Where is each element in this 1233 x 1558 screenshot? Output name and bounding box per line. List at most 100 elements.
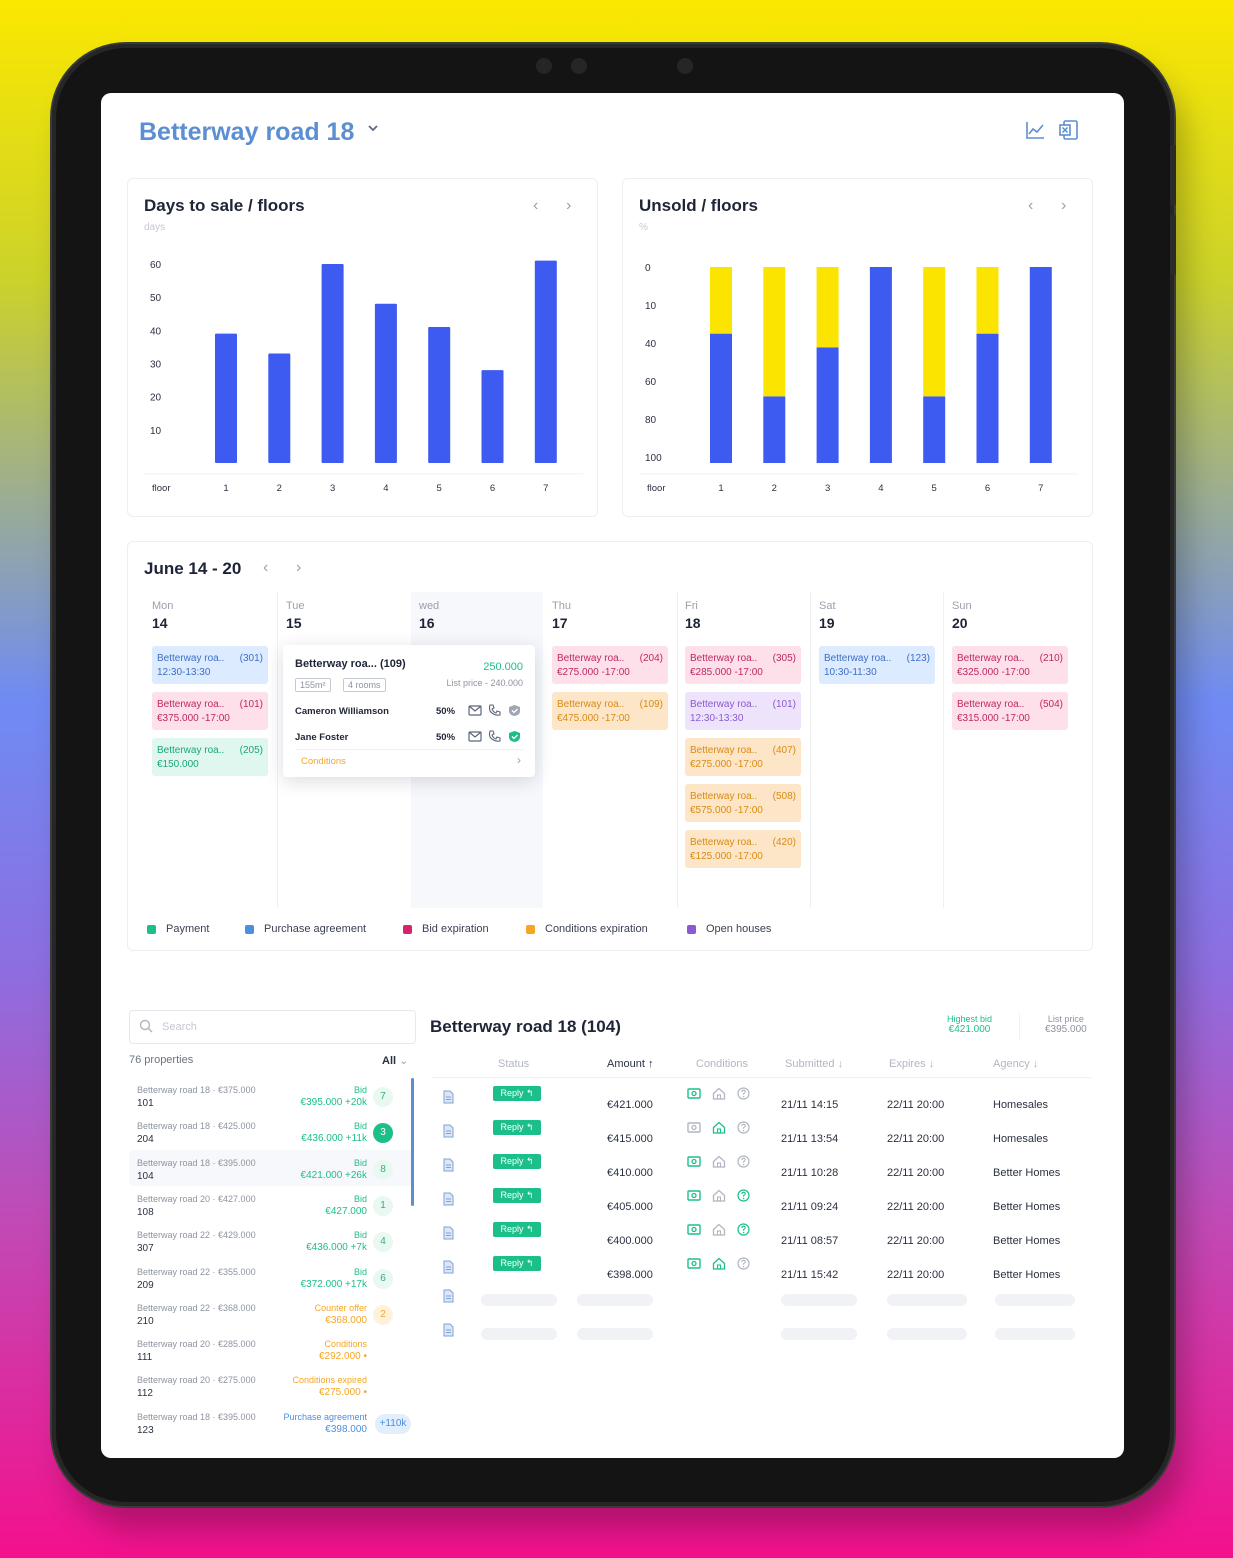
list-item[interactable]: Betterway road 18 · €395.000 123 Purchase … (129, 1410, 413, 1446)
legend-item[interactable]: Open houses (687, 923, 771, 935)
chart-icon[interactable] (1024, 119, 1046, 141)
reply-button[interactable]: Reply ↰ (493, 1120, 541, 1135)
calendar-event[interactable]: Betterway roa.. (204) €275.000 -17:00 (552, 646, 668, 684)
x-tick-label: 2 (277, 483, 282, 494)
mail-icon[interactable] (468, 731, 482, 742)
mail-icon[interactable] (468, 705, 482, 716)
legend-item[interactable]: Conditions expiration (526, 923, 648, 935)
bar-segment[interactable] (710, 333, 732, 463)
calendar-event[interactable]: Betterway roa.. (109) €475.000 -17:00 (552, 692, 668, 730)
calendar-event[interactable]: Betterway roa.. (407) €275.000 -17:00 (685, 738, 801, 776)
x-tick-label: 3 (330, 483, 335, 494)
calendar-event[interactable]: Betterway roa.. (420) €125.000 -17:00 (685, 830, 801, 868)
scrollbar[interactable] (411, 1078, 414, 1206)
chevron-right-icon[interactable]: › (296, 559, 302, 576)
conditions-link[interactable]: Conditions (301, 756, 346, 767)
bar-segment[interactable] (816, 267, 839, 348)
event-popup[interactable]: Betterway roa... (109) 250.000 155m² 4 r… (283, 645, 535, 777)
bar-segment[interactable] (976, 267, 999, 334)
document-icon[interactable] (443, 1226, 454, 1240)
chevron-down-icon[interactable] (368, 123, 378, 133)
chevron-left-icon[interactable]: ‹ (263, 559, 269, 576)
bar[interactable] (534, 260, 557, 463)
document-icon[interactable] (443, 1289, 454, 1303)
list-item[interactable]: Betterway road 18 · €395.000 104 Bid €421.0… (129, 1156, 413, 1192)
chevron-left-icon[interactable]: ‹ (533, 197, 539, 214)
list-item[interactable]: Betterway road 22 · €355.000 209 Bid €372.0… (129, 1265, 413, 1301)
bar-segment[interactable] (869, 267, 892, 463)
table-row[interactable]: Reply ↰ €421.000 21/11 14:15 22/11 20:00 Hom… (431, 1086, 1091, 1120)
phone-icon[interactable] (488, 704, 501, 717)
chevron-right-icon[interactable]: › (517, 753, 521, 767)
list-item[interactable]: Betterway road 20 · €427.000 108 Bid €427.0… (129, 1192, 413, 1228)
list-item[interactable]: Betterway road 18 · €375.000 101 Bid €395.0… (129, 1083, 413, 1119)
document-icon[interactable] (443, 1124, 454, 1138)
bar-segment[interactable] (763, 396, 786, 463)
column-header-conditions[interactable]: Conditions (696, 1058, 748, 1070)
chevron-left-icon[interactable]: ‹ (1028, 197, 1034, 214)
bar[interactable] (481, 370, 504, 463)
bar[interactable] (215, 333, 237, 463)
property-name: Betterway road 18 · €425.000 (137, 1121, 256, 1132)
chevron-right-icon[interactable]: › (1061, 197, 1067, 214)
column-header-amount[interactable]: Amount ↑ (607, 1058, 654, 1070)
calendar-event[interactable]: Betterway roa.. (205) €150.000 (152, 738, 268, 776)
calendar-event[interactable]: Betterway roa.. (210) €325.000 -17:00 (952, 646, 1068, 684)
column-header-expires[interactable]: Expires ↓ (889, 1058, 935, 1070)
calendar-event[interactable]: Betterway roa.. (305) €285.000 -17:00 (685, 646, 801, 684)
reply-button[interactable]: Reply ↰ (493, 1086, 541, 1101)
table-row[interactable]: Reply ↰ €398.000 21/11 15:42 22/11 20:00 Bet… (431, 1256, 1091, 1290)
x-tick-label: 3 (825, 483, 830, 494)
table-row[interactable]: Reply ↰ €405.000 21/11 09:24 22/11 20:00 Bet… (431, 1188, 1091, 1222)
question-icon (737, 1155, 750, 1168)
document-icon[interactable] (443, 1260, 454, 1274)
reply-button[interactable]: Reply ↰ (493, 1188, 541, 1203)
calendar-event[interactable]: Betterway roa.. (101) 12:30-13:30 (685, 692, 801, 730)
document-icon[interactable] (443, 1090, 454, 1104)
bar-segment[interactable] (976, 333, 999, 463)
legend-item[interactable]: Bid expiration (403, 923, 489, 935)
table-row[interactable]: Reply ↰ €400.000 21/11 08:57 22/11 20:00 Bet… (431, 1222, 1091, 1256)
bar-segment[interactable] (923, 267, 946, 397)
bar-segment[interactable] (763, 267, 786, 397)
calendar-event[interactable]: Betterway roa.. (101) €375.000 -17:00 (152, 692, 268, 730)
document-icon[interactable] (443, 1158, 454, 1172)
divider (1019, 1013, 1020, 1039)
list-item[interactable]: Betterway road 18 · €425.000 204 Bid €436.0… (129, 1119, 413, 1155)
week-calendar: June 14 - 20 ‹ › Mon 14 Tue 15 wed 16 Thu 17… (127, 541, 1093, 951)
legend-item[interactable]: Purchase agreement (245, 923, 366, 935)
phone-icon[interactable] (488, 730, 501, 743)
excel-export-icon[interactable] (1058, 119, 1080, 141)
list-item[interactable]: Betterway road 22 · €429.000 307 Bid €436.0… (129, 1228, 413, 1264)
bar-segment[interactable] (710, 267, 732, 334)
chevron-right-icon[interactable]: › (566, 197, 572, 214)
document-icon[interactable] (443, 1323, 454, 1337)
reply-button[interactable]: Reply ↰ (493, 1222, 541, 1237)
page-title[interactable]: Betterway road 18 (139, 118, 355, 146)
bar[interactable] (321, 264, 344, 463)
reply-button[interactable]: Reply ↰ (493, 1154, 541, 1169)
list-item[interactable]: Betterway road 20 · €285.000 111 Condition… (129, 1337, 413, 1373)
legend-item[interactable]: Payment (147, 923, 209, 935)
column-header-agency[interactable]: Agency ↓ (993, 1058, 1039, 1070)
column-header-status[interactable]: Status (498, 1058, 530, 1070)
list-item[interactable]: Betterway road 20 · €275.000 112 Condition… (129, 1373, 413, 1409)
bar[interactable] (268, 353, 291, 463)
calendar-event[interactable]: Betterway roa.. (301) 12:30-13:30 (152, 646, 268, 684)
table-row[interactable]: Reply ↰ €415.000 21/11 13:54 22/11 20:00 Hom… (431, 1120, 1091, 1154)
column-header-submitted[interactable]: Submitted ↓ (785, 1058, 844, 1070)
table-row[interactable]: Reply ↰ €410.000 21/11 10:28 22/11 20:00 Bet… (431, 1154, 1091, 1188)
list-item[interactable]: Betterway road 22 · €368.000 210 Counter o… (129, 1301, 413, 1337)
bar-segment[interactable] (1029, 267, 1052, 463)
bar[interactable] (428, 327, 451, 463)
calendar-event[interactable]: Betterway roa.. (508) €575.000 -17:00 (685, 784, 801, 822)
reply-button[interactable]: Reply ↰ (493, 1256, 541, 1271)
bar-segment[interactable] (923, 396, 946, 463)
search-input[interactable]: Search (129, 1010, 416, 1044)
bar[interactable] (374, 303, 397, 463)
calendar-event[interactable]: Betterway roa.. (123) 10:30-11:30 (819, 646, 935, 684)
bar-segment[interactable] (816, 347, 839, 463)
filter-select[interactable]: All ⌄ (382, 1055, 409, 1067)
document-icon[interactable] (443, 1192, 454, 1206)
calendar-event[interactable]: Betterway roa.. (504) €315.000 -17:00 (952, 692, 1068, 730)
